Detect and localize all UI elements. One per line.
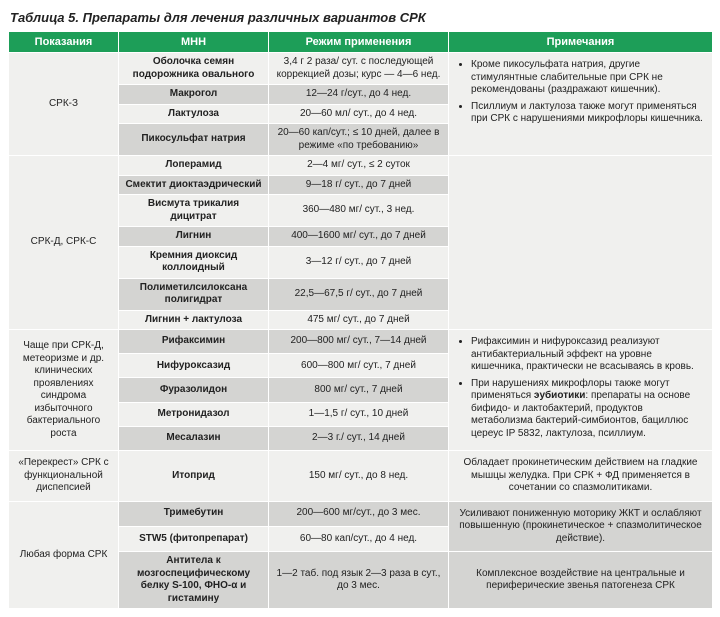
mnn-cell: Пикосульфат натрия — [119, 124, 269, 156]
table-caption: Таблица 5. Препараты для лечения различн… — [10, 10, 712, 25]
mnn-cell: Макрогол — [119, 85, 269, 105]
regimen-cell: 2—3 г./ сут., 14 дней — [269, 426, 449, 450]
mnn-cell: Метронидазол — [119, 402, 269, 426]
notes-cell: Обладает прокинетическим действием на гл… — [449, 451, 713, 502]
table-row: Любая форма СРКТримебутин200—600 мг/сут.… — [9, 501, 713, 526]
indication-cell: СРК-З — [9, 53, 119, 156]
mnn-cell: Лактулоза — [119, 104, 269, 124]
table-row: Чаще при СРК-Д, метеоризме и др. клиниче… — [9, 330, 713, 354]
indication-cell: СРК-Д, СРК-С — [9, 156, 119, 330]
notes-cell: Кроме пикосульфата натрия, другие стимул… — [449, 53, 713, 156]
regimen-cell: 360—480 мг/ сут., 3 нед. — [269, 195, 449, 227]
regimen-cell: 400—1600 мг/ сут., до 7 дней — [269, 227, 449, 247]
indication-cell: Любая форма СРК — [9, 501, 119, 609]
col-header: Режим применения — [269, 32, 449, 53]
mnn-cell: Оболочка семян подорожника овального — [119, 53, 269, 85]
regimen-cell: 3,4 г 2 раза/ сут. с последующей коррекц… — [269, 53, 449, 85]
note-item: При нарушениях микрофлоры также могут пр… — [471, 378, 704, 441]
regimen-cell: 800 мг/ сут., 7 дней — [269, 378, 449, 402]
col-header: Примечания — [449, 32, 713, 53]
regimen-cell: 1—1,5 г/ сут., 10 дней — [269, 402, 449, 426]
notes-cell — [449, 156, 713, 330]
mnn-cell: Полиметилсилоксана полигидрат — [119, 278, 269, 310]
mnn-cell: STW5 (фитопрепарат) — [119, 526, 269, 551]
mnn-cell: Антитела к мозгоспецифическому белку S-1… — [119, 552, 269, 609]
mnn-cell: Месалазин — [119, 426, 269, 450]
note-item: Рифаксимин и нифуроксазид реализуют анти… — [471, 336, 704, 374]
col-header: Показания — [9, 32, 119, 53]
table-row: СРК-Д, СРК-СЛоперамид2—4 мг/ сут., ≤ 2 с… — [9, 156, 713, 176]
regimen-cell: 150 мг/ сут., до 8 нед. — [269, 451, 449, 502]
mnn-cell: Рифаксимин — [119, 330, 269, 354]
mnn-cell: Кремния диоксид коллоидный — [119, 246, 269, 278]
regimen-cell: 1—2 таб. под язык 2—3 раза в сут., до 3 … — [269, 552, 449, 609]
mnn-cell: Висмута трикалия дицитрат — [119, 195, 269, 227]
regimen-cell: 20—60 мл/ сут., до 4 нед. — [269, 104, 449, 124]
mnn-cell: Смектит диоктаэдрический — [119, 175, 269, 195]
treatments-table: Показания МНН Режим применения Примечани… — [8, 31, 713, 609]
mnn-cell: Итоприд — [119, 451, 269, 502]
regimen-cell: 60—80 кап/сут., до 4 нед. — [269, 526, 449, 551]
mnn-cell: Лоперамид — [119, 156, 269, 176]
notes-cell: Рифаксимин и нифуроксазид реализуют анти… — [449, 330, 713, 451]
col-header: МНН — [119, 32, 269, 53]
notes-cell: Комплексное воздействие на центральные и… — [449, 552, 713, 609]
note-item: Псиллиум и лактулоза также могут применя… — [471, 101, 704, 126]
regimen-cell: 600—800 мг/ сут., 7 дней — [269, 354, 449, 378]
regimen-cell: 475 мг/ сут., до 7 дней — [269, 310, 449, 330]
mnn-cell: Лигнин — [119, 227, 269, 247]
regimen-cell: 200—800 мг/ сут., 7—14 дней — [269, 330, 449, 354]
table-row: «Перекрест» СРК с функциональной диспепс… — [9, 451, 713, 502]
regimen-cell: 200—600 мг/сут., до 3 мес. — [269, 501, 449, 526]
regimen-cell: 20—60 кап/сут.; ≤ 10 дней, далее в режим… — [269, 124, 449, 156]
regimen-cell: 9—18 г/ сут., до 7 дней — [269, 175, 449, 195]
indication-cell: «Перекрест» СРК с функциональной диспепс… — [9, 451, 119, 502]
header-row: Показания МНН Режим применения Примечани… — [9, 32, 713, 53]
mnn-cell: Тримебутин — [119, 501, 269, 526]
regimen-cell: 12—24 г/сут., до 4 нед. — [269, 85, 449, 105]
indication-cell: Чаще при СРК-Д, метеоризме и др. клиниче… — [9, 330, 119, 451]
note-item: Кроме пикосульфата натрия, другие стимул… — [471, 59, 704, 97]
mnn-cell: Нифуроксазид — [119, 354, 269, 378]
notes-cell: Усиливают пониженную моторику ЖКТ и осла… — [449, 501, 713, 552]
regimen-cell: 3—12 г/ сут., до 7 дней — [269, 246, 449, 278]
mnn-cell: Фуразолидон — [119, 378, 269, 402]
regimen-cell: 22,5—67,5 г/ сут., до 7 дней — [269, 278, 449, 310]
regimen-cell: 2—4 мг/ сут., ≤ 2 суток — [269, 156, 449, 176]
table-row: СРК-ЗОболочка семян подорожника овальног… — [9, 53, 713, 85]
mnn-cell: Лигнин + лактулоза — [119, 310, 269, 330]
